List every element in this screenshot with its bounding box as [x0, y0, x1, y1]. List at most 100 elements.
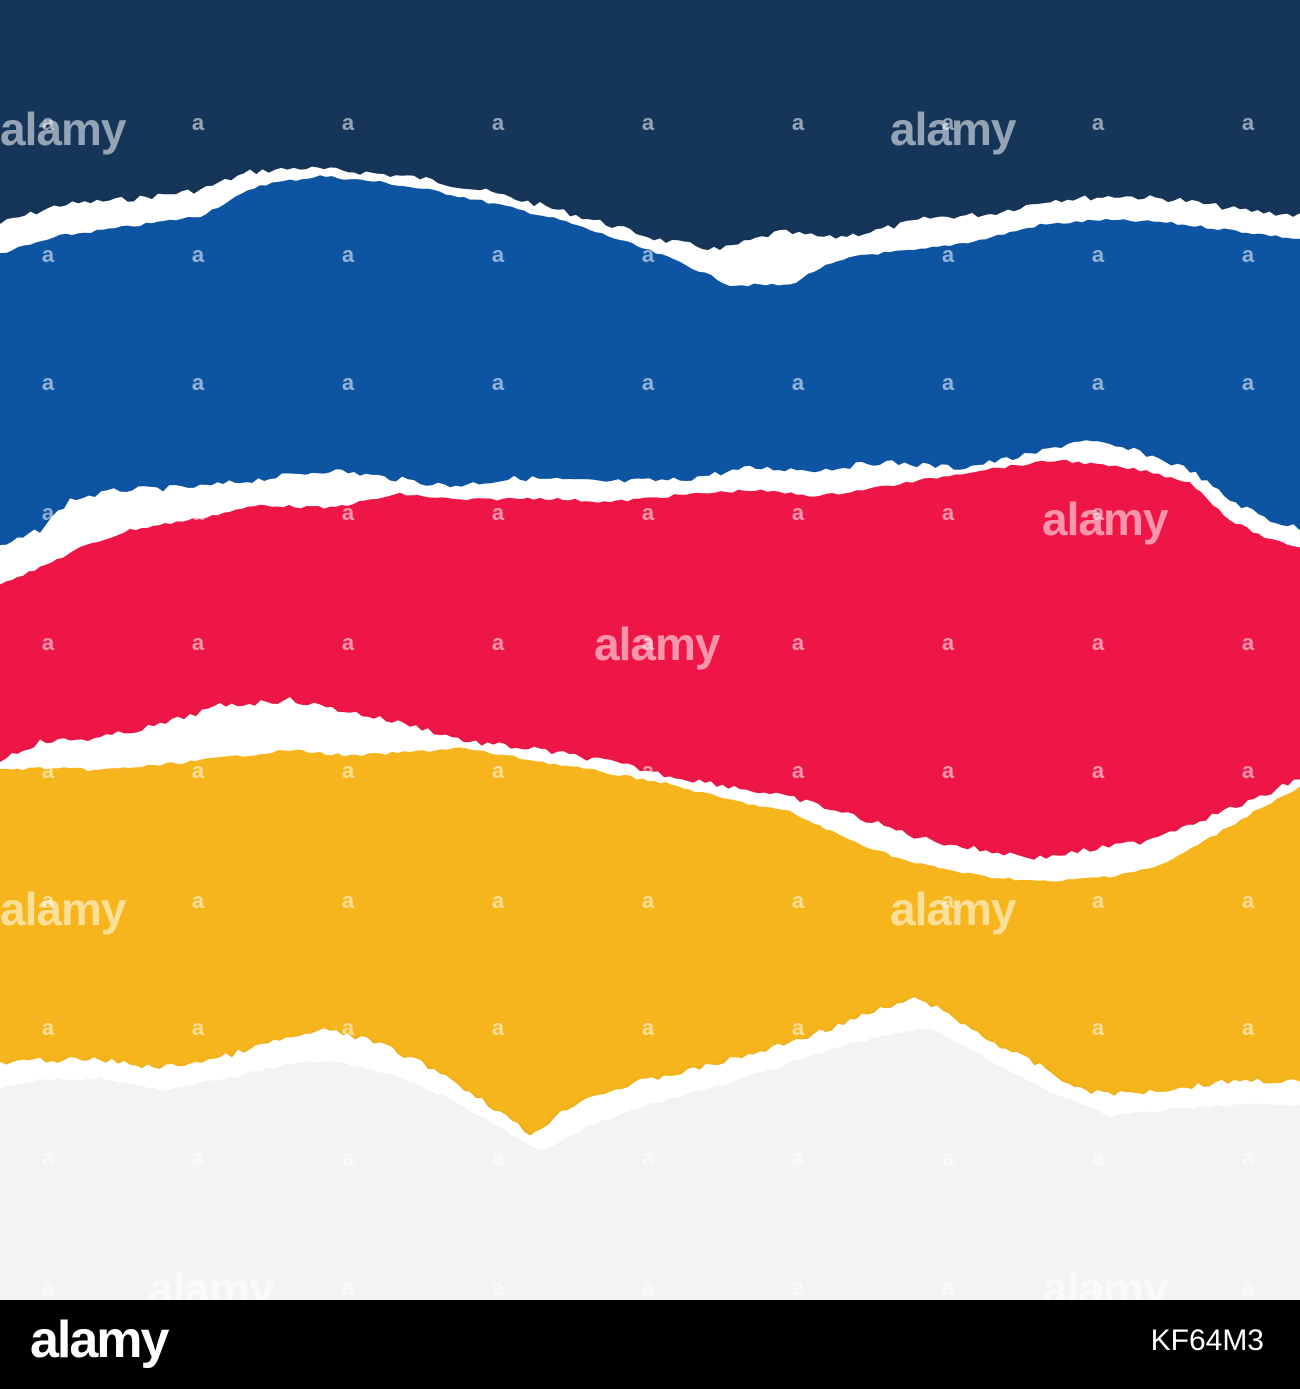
alamy-logo: alamy [30, 1311, 169, 1369]
watermark-word: alamy [148, 1263, 275, 1300]
watermark-mark: a [1242, 888, 1255, 913]
watermark-mark: a [492, 630, 505, 655]
watermark-mark: a [1092, 630, 1105, 655]
watermark-mark: a [42, 500, 55, 525]
watermark-mark: a [342, 1015, 355, 1040]
watermark-word: alamy [890, 103, 1017, 155]
watermark-mark: a [642, 630, 655, 655]
watermark-mark: a [942, 500, 955, 525]
watermark-mark: a [42, 370, 55, 395]
image-id-label: KF64M3 [1150, 1324, 1264, 1357]
watermark-mark: a [792, 630, 805, 655]
watermark-mark: a [792, 370, 805, 395]
watermark-mark: a [1242, 630, 1255, 655]
watermark-mark: a [1092, 110, 1105, 135]
watermark-layer: alamy alamy alamy alamy alamy alamy alamy alamy… [0, 103, 1255, 1300]
watermark-mark: a [792, 1145, 805, 1170]
watermark-mark: a [492, 1275, 505, 1300]
watermark-mark: a [42, 630, 55, 655]
watermark-mark: a [1092, 1275, 1105, 1300]
watermark-mark: a [942, 242, 955, 267]
watermark-mark: a [342, 1145, 355, 1170]
watermark-mark: a [642, 1015, 655, 1040]
watermark-mark: a [792, 110, 805, 135]
watermark-mark: a [492, 1015, 505, 1040]
watermark-mark: a [342, 242, 355, 267]
watermark-mark: a [642, 1275, 655, 1300]
watermark-mark: a [1242, 1275, 1255, 1300]
watermark-mark: a [342, 888, 355, 913]
watermark-mark: a [42, 888, 55, 913]
watermark-mark: a [42, 110, 55, 135]
watermark-mark: a [642, 110, 655, 135]
watermark-mark: a [942, 630, 955, 655]
watermark-mark: a [792, 888, 805, 913]
watermark-mark: a [1092, 500, 1105, 525]
watermark-mark: a [942, 1275, 955, 1300]
watermark-mark: a [42, 1015, 55, 1040]
watermark-mark: a [792, 500, 805, 525]
watermark-mark: a [642, 242, 655, 267]
watermark-mark: a [942, 888, 955, 913]
watermark-word: alamy [1042, 493, 1169, 545]
watermark-mark: a [192, 630, 205, 655]
watermark-mark: a [642, 370, 655, 395]
watermark-mark: a [1242, 242, 1255, 267]
watermark-mark: a [1092, 242, 1105, 267]
watermark-mark: a [342, 630, 355, 655]
watermark-mark: a [42, 1145, 55, 1170]
watermark-mark: a [942, 370, 955, 395]
watermark-mark: a [192, 1145, 205, 1170]
watermark-word: alamy [0, 103, 127, 155]
watermark-mark: a [1092, 370, 1105, 395]
watermark-word: alamy [0, 883, 127, 935]
torn-paper-artwork: alamy alamy alamy alamy alamy alamy alamy alamy… [0, 0, 1300, 1300]
watermark-mark: a [192, 758, 205, 783]
watermark-mark: a [642, 1145, 655, 1170]
watermark-mark: a [1092, 888, 1105, 913]
watermark-mark: a [192, 500, 205, 525]
watermark-mark: a [342, 110, 355, 135]
watermark-mark: a [492, 758, 505, 783]
watermark-mark: a [492, 888, 505, 913]
watermark-mark: a [192, 242, 205, 267]
watermark-mark: a [792, 242, 805, 267]
watermark-mark: a [192, 888, 205, 913]
watermark-word: alamy [1042, 1263, 1169, 1300]
footer-bar: alamy KF64M3 [0, 1300, 1300, 1389]
watermark-mark: a [1242, 758, 1255, 783]
watermark-mark: a [192, 110, 205, 135]
watermark-mark: a [1092, 758, 1105, 783]
watermark-mark: a [1092, 1145, 1105, 1170]
watermark-mark: a [1242, 110, 1255, 135]
gray-torn-layer [0, 997, 1300, 1300]
watermark-mark: a [642, 888, 655, 913]
watermark-word: alamy [594, 618, 721, 670]
watermark-mark: a [1092, 1015, 1105, 1040]
watermark-mark: a [792, 1275, 805, 1300]
watermark-mark: a [942, 1015, 955, 1040]
watermark-mark: a [42, 242, 55, 267]
watermark-mark: a [42, 758, 55, 783]
watermark-mark: a [342, 370, 355, 395]
watermark-mark: a [192, 1275, 205, 1300]
watermark-mark: a [492, 242, 505, 267]
watermark-mark: a [1242, 1145, 1255, 1170]
watermark-mark: a [642, 758, 655, 783]
watermark-mark: a [1242, 500, 1255, 525]
watermark-mark: a [492, 1145, 505, 1170]
watermark-mark: a [42, 1275, 55, 1300]
watermark-mark: a [492, 370, 505, 395]
watermark-mark: a [342, 1275, 355, 1300]
watermark-mark: a [792, 1015, 805, 1040]
watermark-mark: a [1242, 370, 1255, 395]
watermark-mark: a [192, 370, 205, 395]
watermark-word: alamy [890, 883, 1017, 935]
watermark-mark: a [492, 500, 505, 525]
watermark-mark: a [942, 758, 955, 783]
watermark-mark: a [342, 500, 355, 525]
watermark-mark: a [342, 758, 355, 783]
watermark-mark: a [492, 110, 505, 135]
watermark-mark: a [942, 110, 955, 135]
watermark-mark: a [642, 500, 655, 525]
